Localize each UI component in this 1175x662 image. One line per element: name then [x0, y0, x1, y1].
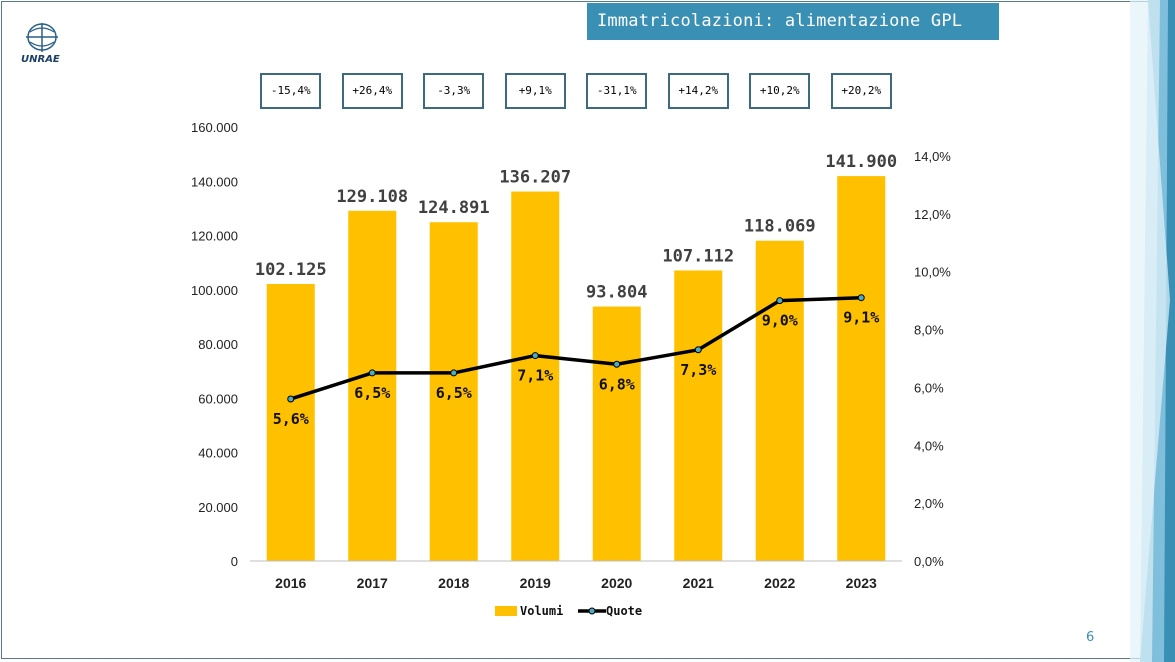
bars-volumi: 102.125 129.108 124.891 136.207 93.804 107.11… — [255, 152, 897, 562]
right-axis: 0,0% 2,0% 4,0% 6,0% 8,0% 10,0% 12,0% 14,0% — [914, 149, 951, 569]
bar-value-label: 141.900 — [825, 152, 897, 172]
line-quote: 5,6% 6,5% 6,5% 7,1% 6,8% 7,3% 9,0% 9,1% — [273, 294, 879, 428]
left-tick-label: 120.000 — [191, 229, 238, 244]
quote-value-label: 9,1% — [843, 309, 879, 327]
svg-text:UNRAE: UNRAE — [21, 54, 60, 64]
quote-line — [290, 295, 862, 401]
quote-value-label: 7,1% — [517, 367, 553, 385]
quote-point — [450, 369, 458, 377]
quote-point — [368, 369, 376, 377]
bar — [429, 222, 478, 562]
quote-value-label: 6,5% — [436, 384, 472, 402]
x-tick-label: 2018 — [438, 575, 469, 591]
right-tick-label: 12,0% — [914, 207, 951, 222]
quote-point — [287, 395, 295, 403]
legend-marker-quote — [588, 607, 596, 615]
right-tick-label: 8,0% — [914, 323, 944, 338]
bar — [348, 210, 397, 561]
left-tick-label: 40.000 — [198, 446, 238, 461]
x-tick-label: 2020 — [601, 575, 632, 591]
bar — [837, 176, 886, 561]
left-tick-label: 160.000 — [191, 120, 238, 135]
left-tick-label: 20.000 — [198, 500, 238, 515]
x-tick-label: 2016 — [275, 575, 306, 591]
left-tick-label: 140.000 — [191, 174, 238, 189]
bar — [674, 270, 723, 561]
bar — [511, 191, 560, 561]
right-tick-label: 6,0% — [914, 380, 944, 395]
page-number: 6 — [1086, 630, 1095, 645]
quote-value-label: 7,3% — [680, 361, 716, 379]
legend: Volumi Quote — [495, 604, 642, 618]
quote-value-label: 6,5% — [354, 384, 390, 402]
right-tick-label: 0,0% — [914, 554, 944, 569]
quote-value-label: 9,0% — [762, 312, 798, 330]
bar-value-label: 102.125 — [255, 260, 327, 280]
x-tick-label: 2017 — [357, 575, 388, 591]
x-tick-label: 2022 — [764, 575, 795, 591]
left-tick-label: 60.000 — [198, 391, 238, 406]
growth-box: -15,4% — [260, 73, 322, 109]
bar — [266, 283, 315, 561]
bar-value-label: 93.804 — [586, 283, 647, 303]
growth-box: +26,4% — [341, 73, 403, 109]
quote-point — [613, 360, 621, 368]
legend-label-quote: Quote — [606, 604, 642, 618]
growth-box: +20,2% — [830, 73, 892, 109]
left-tick-label: 0 — [231, 554, 238, 569]
quote-point — [776, 297, 784, 305]
x-tick-label: 2021 — [683, 575, 714, 591]
bar-value-label: 129.108 — [336, 187, 408, 207]
bar-value-label: 136.207 — [499, 168, 571, 188]
left-tick-label: 80.000 — [198, 337, 238, 352]
quote-value-label: 6,8% — [599, 375, 635, 393]
right-tick-label: 10,0% — [914, 265, 951, 280]
growth-box: +10,2% — [749, 73, 811, 109]
quote-point — [694, 346, 702, 354]
growth-box: -31,1% — [586, 73, 648, 109]
growth-box: +14,2% — [667, 73, 729, 109]
bar — [755, 240, 804, 561]
x-tick-label: 2023 — [846, 575, 877, 591]
decorative-stripes — [1130, 0, 1175, 662]
x-tick-label: 2019 — [520, 575, 551, 591]
growth-box: -3,3% — [423, 73, 485, 109]
x-axis: 2016 2017 2018 2019 2020 2021 2022 2023 — [250, 560, 902, 591]
slide-title: Immatricolazioni: alimentazione GPL — [587, 3, 999, 40]
quote-point — [857, 294, 865, 302]
growth-box: +9,1% — [504, 73, 566, 109]
right-tick-label: 2,0% — [914, 496, 944, 511]
bar-value-label: 124.891 — [418, 198, 490, 218]
quote-value-label: 5,6% — [273, 410, 309, 428]
legend-swatch-volumi — [495, 606, 517, 616]
left-tick-label: 100.000 — [191, 283, 238, 298]
bar-value-label: 118.069 — [744, 217, 816, 237]
left-axis: 0 20.000 40.000 60.000 80.000 100.000 120.000 1… — [191, 120, 238, 569]
quote-point — [531, 352, 539, 360]
bar — [592, 306, 641, 561]
bar-value-label: 107.112 — [662, 246, 734, 266]
right-tick-label: 14,0% — [914, 149, 951, 164]
unrae-logo: UNRAE — [21, 23, 60, 64]
right-tick-label: 4,0% — [914, 438, 944, 453]
legend-label-volumi: Volumi — [520, 604, 563, 618]
